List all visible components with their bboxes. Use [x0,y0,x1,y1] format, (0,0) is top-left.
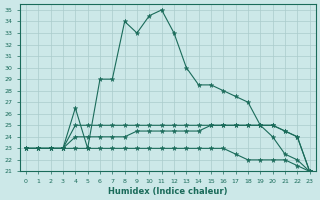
X-axis label: Humidex (Indice chaleur): Humidex (Indice chaleur) [108,187,228,196]
